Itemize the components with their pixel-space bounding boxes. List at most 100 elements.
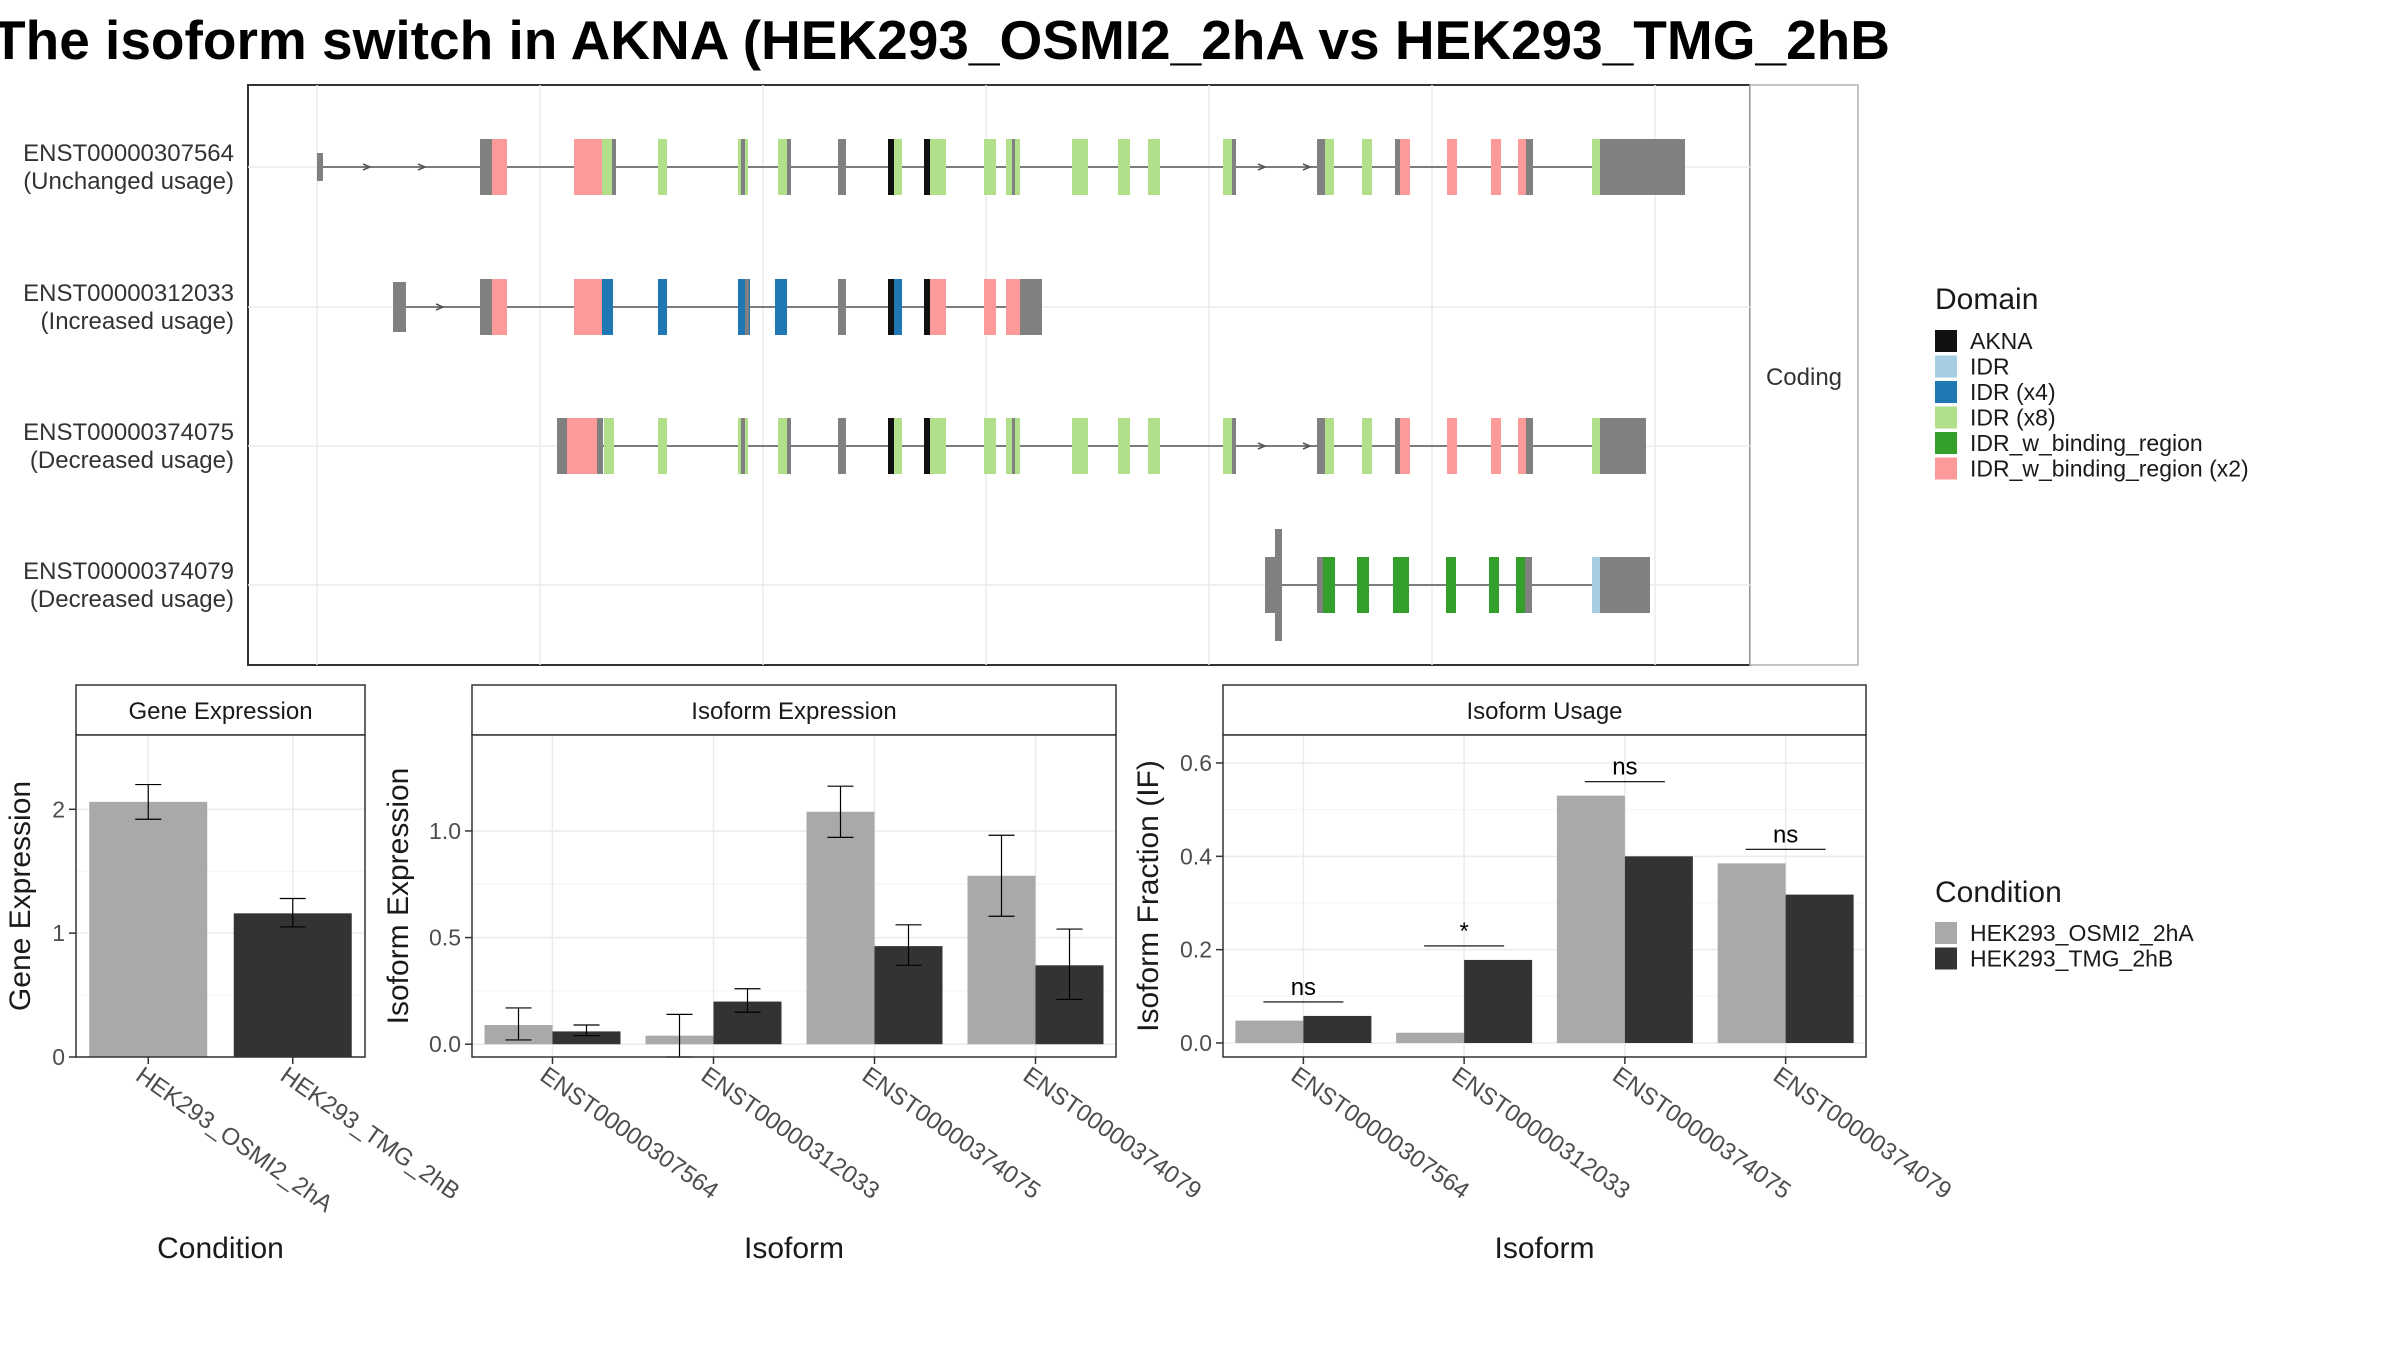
isoform-expression-y-tick-label: 0.0 <box>429 1031 461 1057</box>
isoform-expression-x-tick-label: ENST00000374075 <box>857 1062 1045 1205</box>
utr-exon <box>480 279 492 335</box>
condition-legend-label: HEK293_OSMI2_2hA <box>1970 920 2194 946</box>
transcript-id-label: ENST00000307564 <box>23 140 234 167</box>
exon <box>1395 139 1400 195</box>
isoform-expression-y-axis-title: Isoform Expression <box>382 768 415 1025</box>
domain-legend-key <box>1935 432 1957 454</box>
utr-exon <box>1620 139 1685 195</box>
exon <box>787 418 791 474</box>
transcript-usage-label: (Decreased usage) <box>30 447 234 474</box>
plot-title: The isoform switch in AKNA (HEK293_OSMI2… <box>0 9 1890 71</box>
domain-exon <box>604 418 614 474</box>
domain-exon <box>984 418 996 474</box>
domain-exon <box>1518 418 1526 474</box>
domain-exon <box>1362 139 1372 195</box>
utr-exon <box>1606 139 1620 195</box>
domain-legend-label: AKNA <box>1970 328 2033 354</box>
isoform-expression-strip-title: Isoform Expression <box>691 698 896 725</box>
domain-exon <box>1118 139 1130 195</box>
domain-exon <box>924 139 930 195</box>
isoform-usage-y-axis-title: Isoform Fraction (IF) <box>1132 760 1165 1032</box>
utr-exon <box>1265 557 1275 613</box>
transcript-usage-label: (Decreased usage) <box>30 586 234 613</box>
isoform-expression-bar <box>806 811 875 1045</box>
isoform-usage-bar <box>1396 1032 1465 1043</box>
domain-exon <box>492 139 507 195</box>
isoform-usage-panel-border <box>1222 734 1867 1058</box>
domain-exon <box>602 279 613 335</box>
exon <box>1317 557 1325 613</box>
strand-arrow <box>362 163 372 171</box>
domain-exon <box>1516 557 1525 613</box>
condition-legend-key <box>1935 947 1957 970</box>
isoform-usage-bar <box>1556 795 1625 1043</box>
domain-exon <box>930 279 946 335</box>
strand-arrow <box>1302 163 1312 171</box>
domain-exon <box>1491 418 1501 474</box>
isoform-usage-x-tick-label: ENST00000374079 <box>1768 1062 1956 1205</box>
condition-legend-key <box>1935 922 1957 944</box>
domain-exon <box>658 139 667 195</box>
domain-legend-label: IDR (x4) <box>1970 379 2056 405</box>
exon <box>787 139 791 195</box>
domain-exon <box>1592 139 1602 195</box>
domain-legend-label: IDR_w_binding_region <box>1970 430 2203 456</box>
isoform-usage-bar <box>1464 959 1533 1043</box>
transcript-usage-label: (Unchanged usage) <box>23 168 234 195</box>
domain-exon <box>984 279 996 335</box>
domain-exon <box>1357 557 1369 613</box>
domain-exon <box>1400 139 1410 195</box>
isoform-expression-bar <box>552 1031 621 1045</box>
transcript-id-label: ENST00000374075 <box>23 419 234 446</box>
domain-exon <box>894 139 902 195</box>
domain-exon <box>1072 418 1088 474</box>
isoform-expression-x-axis-title: Isoform <box>744 1232 844 1265</box>
isoform-usage-x-tick-label: ENST00000312033 <box>1447 1062 1635 1205</box>
domain-exon <box>1325 139 1334 195</box>
exon <box>1526 139 1533 195</box>
exon <box>597 418 603 474</box>
gene-expression-y-axis-title: Gene Expression <box>4 781 37 1011</box>
exon <box>1317 139 1325 195</box>
transcript-id-label: ENST00000374079 <box>23 558 234 585</box>
domain-exon <box>1323 557 1335 613</box>
exon <box>745 279 749 335</box>
domain-exon <box>888 418 894 474</box>
domain-exon <box>924 279 930 335</box>
isoform-usage-sig-label: ns <box>1291 974 1316 1001</box>
domain-exon <box>1447 139 1457 195</box>
isoform-expression-y-tick-label: 0.5 <box>429 925 461 951</box>
condition-legend-label: HEK293_TMG_2hB <box>1970 946 2173 972</box>
exon <box>1232 418 1236 474</box>
domain-legend-label: IDR <box>1970 354 2010 380</box>
domain-exon <box>1592 557 1602 613</box>
isoform-usage-bar <box>1624 856 1693 1043</box>
structure-facet-strip <box>1749 84 1859 666</box>
exon <box>1526 418 1533 474</box>
utr-exon <box>557 418 567 474</box>
utr-exon <box>1618 557 1650 613</box>
exon <box>1232 139 1236 195</box>
domain-exon <box>1592 418 1602 474</box>
isoform-expression-x-tick-label: ENST00000307564 <box>535 1062 723 1205</box>
transcript-id-label: ENST00000312033 <box>23 280 234 307</box>
utr-exon <box>480 139 492 195</box>
transcript-usage-label: (Increased usage) <box>41 308 234 335</box>
exon <box>1600 418 1606 474</box>
utr-exon <box>393 282 406 332</box>
isoform-usage-bar <box>1717 863 1786 1043</box>
domain-exon <box>924 418 930 474</box>
gene-expression-bar <box>89 801 208 1057</box>
utr-exon <box>1020 279 1042 335</box>
domain-legend-key <box>1935 355 1957 378</box>
domain-exon <box>894 418 902 474</box>
isoform-usage-bar <box>1235 1020 1304 1043</box>
domain-exon <box>574 139 602 195</box>
exon <box>1012 139 1015 195</box>
domain-exon <box>1148 418 1160 474</box>
domain-legend-label: IDR (x8) <box>1970 405 2056 431</box>
exon <box>741 418 745 474</box>
isoform-usage-y-tick-label: 0.6 <box>1180 750 1212 776</box>
domain-exon <box>1491 139 1501 195</box>
structure-facet-label: Coding <box>1766 364 1842 391</box>
